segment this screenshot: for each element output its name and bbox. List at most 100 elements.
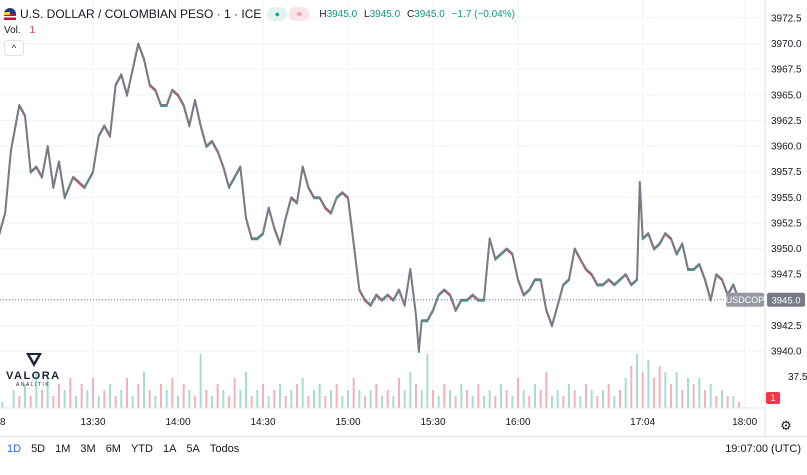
volume-bar (341, 396, 344, 408)
price-point (47, 145, 49, 147)
volume-bar (698, 378, 701, 408)
price-point (103, 124, 105, 127)
volume-bar (250, 396, 253, 408)
price-point (642, 237, 644, 239)
range-button-ytd[interactable]: YTD (130, 443, 153, 455)
price-point (670, 237, 672, 239)
chart-legend[interactable]: U.S. DOLLAR / COLOMBIAN PESO · 1 · ICE ●… (4, 6, 519, 22)
volume-bar (579, 396, 582, 408)
volume-bar (148, 390, 151, 408)
volume-bar (732, 396, 735, 408)
price-point (18, 104, 20, 106)
volume-bar (352, 378, 355, 408)
range-button-3m[interactable]: 3M (80, 443, 96, 455)
range-button-1m[interactable]: 1M (55, 443, 71, 455)
price-point (234, 176, 236, 178)
price-point (698, 263, 700, 265)
volume-bar (630, 366, 633, 408)
volume-bar (619, 390, 621, 408)
volume-bar (398, 378, 400, 408)
price-point (472, 294, 474, 296)
volume-bar (160, 384, 162, 408)
volume-bar (279, 384, 281, 408)
price-point (194, 99, 196, 101)
range-selector[interactable]: 1D 5D 1M 3M 6M YTD 1A 5A Todos (2, 441, 244, 457)
x-tick-label: 17:04 (630, 417, 655, 428)
market-status-icon[interactable]: ● (267, 7, 288, 21)
volume-bar (738, 402, 740, 408)
range-button-1a[interactable]: 1A (162, 443, 177, 455)
price-point (324, 206, 326, 209)
volume-bar (556, 390, 559, 408)
time-readout[interactable]: 19:07:00 (UTC) (725, 443, 801, 455)
brand-logo: VALORA ANALITIK (6, 352, 62, 402)
range-button-todos[interactable]: Todos (209, 443, 240, 455)
range-button-1d[interactable]: 1D (7, 443, 22, 455)
volume-bar (517, 378, 519, 408)
price-point (58, 160, 60, 163)
price-point (98, 135, 100, 137)
price-point (647, 232, 649, 234)
volume-bar (171, 378, 174, 408)
price-point (336, 196, 338, 198)
price-point (364, 299, 366, 301)
price-point (341, 191, 343, 193)
plot-area[interactable] (0, 0, 765, 408)
volume-bar (284, 396, 287, 408)
volume-bar (403, 390, 406, 408)
range-button-5d[interactable]: 5D (31, 443, 46, 455)
high-label: H (319, 8, 327, 20)
volume-bar (228, 396, 230, 408)
x-axis[interactable]: 13:30 14:00 14:30 15:00 15:30 16:00 17:04 18:00… (0, 417, 758, 428)
volume-bar (97, 396, 100, 408)
volume-bar (585, 384, 587, 408)
gear-icon[interactable]: ⚙ (780, 418, 792, 433)
price-point (160, 104, 162, 106)
y-tick-label: 3957.5 (771, 167, 802, 178)
volume-bar (590, 390, 593, 408)
compare-icon[interactable]: ≈ (289, 7, 310, 21)
ohlc-values: H3945.0 L3945.0 C3945.0 −1.7 (−0.04%) (319, 9, 519, 20)
close-value: 3945.0 (414, 8, 445, 20)
volume-bar (381, 396, 383, 408)
price-point (307, 186, 309, 188)
price-point (217, 150, 219, 152)
price-point (115, 83, 117, 86)
volume-bar (641, 372, 644, 408)
volume-bar (375, 384, 378, 408)
price-point (222, 165, 224, 168)
volume-bar (239, 390, 242, 408)
price-point (347, 196, 349, 198)
price-point (613, 283, 615, 285)
collapse-legend-button[interactable]: ^ (4, 40, 24, 56)
price-point (290, 196, 292, 198)
price-point (477, 299, 479, 301)
price-point (245, 217, 247, 219)
range-button-5a[interactable]: 5A (186, 443, 200, 455)
symbol-title[interactable]: U.S. DOLLAR / COLOMBIAN PESO · 1 · ICE (20, 7, 262, 21)
volume-legend[interactable]: Vol. 1 (4, 25, 35, 36)
y-axis[interactable]: 3940.0 3942.5 3945.0 3947.5 3950.0 3952.5 3955… (771, 13, 807, 383)
price-point (30, 171, 32, 173)
volume-bar (211, 396, 213, 408)
price-point (78, 181, 80, 183)
volume-bar (245, 372, 247, 408)
price-point (64, 196, 66, 198)
volume-bar (471, 396, 474, 408)
price-point (251, 237, 253, 239)
range-button-6m[interactable]: 6M (105, 443, 121, 455)
price-point (137, 42, 139, 45)
volume-bar (205, 390, 208, 408)
price-point (154, 89, 156, 91)
price-point (143, 58, 145, 60)
volume-bar (313, 390, 315, 408)
volume-bar (114, 396, 117, 408)
price-point (166, 104, 168, 106)
volume-bar (483, 396, 485, 408)
volume-bar (80, 384, 83, 408)
price-point (545, 309, 547, 311)
price-point (687, 268, 689, 270)
volume-bar (477, 384, 480, 408)
